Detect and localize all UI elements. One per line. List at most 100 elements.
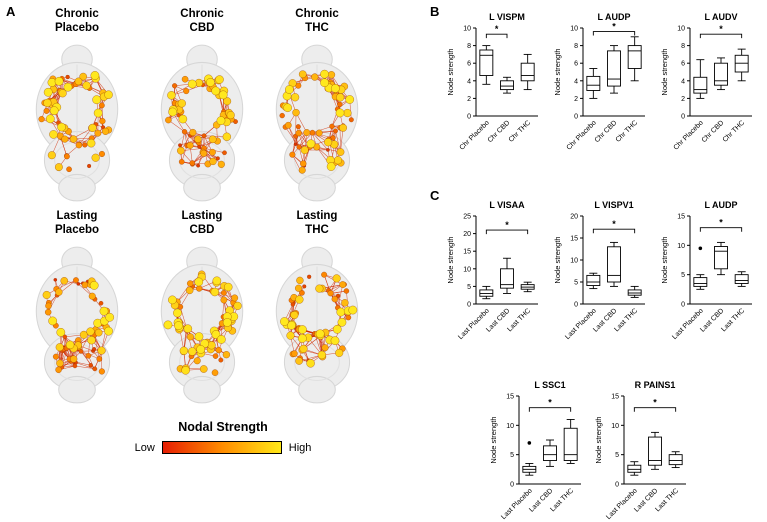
brain-title: Lasting Placebo bbox=[17, 210, 137, 238]
y-axis-label: Node strength bbox=[594, 416, 603, 463]
box bbox=[520, 62, 535, 82]
y-tick-label: 5 bbox=[574, 280, 578, 287]
box bbox=[607, 246, 621, 283]
y-tick-label: 15 bbox=[506, 394, 514, 401]
y-tick-label: 6 bbox=[467, 61, 471, 68]
y-tick-label: 2 bbox=[681, 96, 685, 103]
significance-bracket bbox=[633, 407, 677, 412]
brain-title: Chronic CBD bbox=[142, 8, 262, 36]
network-nodes bbox=[279, 69, 355, 174]
brain-panel-chronic-placebo: Chronic Placebo bbox=[17, 8, 137, 206]
significance-bracket bbox=[699, 227, 743, 232]
brain-title-line1: Lasting bbox=[296, 210, 338, 222]
x-tick-label: Chr THC bbox=[722, 119, 746, 143]
brain-panel-lasting-cbd: Lasting CBD bbox=[142, 210, 262, 408]
chart-title: L VISPM bbox=[489, 12, 525, 22]
significance-star: * bbox=[719, 218, 723, 228]
y-tick-label: 0 bbox=[574, 302, 578, 309]
brain-panel-lasting-thc: Lasting THC bbox=[257, 210, 377, 408]
y-tick-label: 6 bbox=[574, 61, 578, 68]
brain-title-line2: CBD bbox=[189, 223, 215, 236]
x-tick-label: Chr CBD bbox=[487, 119, 512, 144]
panel-b-label: B bbox=[430, 4, 440, 19]
y-tick-label: 20 bbox=[463, 231, 471, 238]
colorbar-high-label: High bbox=[288, 441, 312, 454]
y-tick-label: 15 bbox=[611, 394, 619, 401]
significance-bracket bbox=[592, 228, 636, 234]
y-axis-label: Node strength bbox=[489, 416, 498, 463]
significance-star: * bbox=[612, 219, 616, 229]
box bbox=[543, 445, 557, 461]
y-tick-label: 8 bbox=[574, 43, 578, 50]
box bbox=[693, 277, 708, 287]
brain-panel-chronic-cbd: Chronic CBD bbox=[142, 8, 262, 206]
box bbox=[668, 454, 683, 466]
network-nodes bbox=[165, 74, 238, 168]
x-tick-label: Chr Placebo bbox=[673, 119, 705, 151]
y-tick-label: 5 bbox=[681, 272, 685, 279]
y-tick-label: 0 bbox=[467, 114, 471, 121]
significance-star: * bbox=[612, 22, 616, 32]
y-tick-label: 10 bbox=[506, 423, 514, 430]
box bbox=[500, 268, 514, 289]
brain-network-svg bbox=[35, 246, 119, 404]
box bbox=[693, 76, 708, 94]
box bbox=[714, 62, 728, 86]
y-tick-label: 0 bbox=[510, 482, 514, 489]
y-tick-label: 6 bbox=[681, 61, 685, 68]
box bbox=[627, 464, 642, 473]
significance-bracket bbox=[699, 33, 743, 39]
box bbox=[586, 274, 601, 286]
brain-title: Chronic Placebo bbox=[17, 8, 137, 36]
x-tick-label: Chr Placebo bbox=[566, 119, 598, 151]
significance-bracket bbox=[528, 407, 572, 412]
y-tick-label: 10 bbox=[677, 243, 685, 250]
significance-bracket bbox=[485, 229, 529, 235]
boxplot-l-audp-lasting: L AUDP 0 5 10 15 Node strength Last Placebo Las… bbox=[658, 196, 765, 368]
x-tick-label: Chr THC bbox=[615, 119, 639, 143]
outlier-point bbox=[698, 246, 703, 251]
x-tick-label: Chr Placebo bbox=[459, 119, 491, 151]
chart-title: L AUDV bbox=[704, 12, 737, 22]
y-tick-label: 15 bbox=[570, 236, 578, 243]
y-tick-label: 0 bbox=[467, 302, 471, 309]
brain-render-chronic-thc bbox=[257, 38, 377, 206]
brain-title-line2: Placebo bbox=[54, 21, 100, 34]
brain-title-line2: THC bbox=[305, 223, 329, 236]
y-axis-label: Node strength bbox=[446, 236, 455, 283]
significance-star: * bbox=[719, 24, 723, 34]
nodal-strength-colorbar: Nodal Strength Low High bbox=[123, 420, 323, 454]
y-tick-label: 15 bbox=[677, 214, 685, 221]
brain-title-line1: Chronic bbox=[55, 8, 99, 20]
brain-network-svg bbox=[275, 44, 359, 202]
y-tick-label: 0 bbox=[681, 302, 685, 309]
colorbar-low-label: Low bbox=[134, 441, 155, 454]
x-tick-label: Chr THC bbox=[508, 119, 532, 143]
chart-title: L SSC1 bbox=[534, 380, 565, 390]
x-tick-label: Last Placebo bbox=[457, 307, 491, 341]
colorbar-row: Low High bbox=[123, 441, 323, 454]
y-tick-label: 0 bbox=[574, 114, 578, 121]
x-tick-label: Last Placebo bbox=[605, 487, 639, 521]
brain-title: Chronic THC bbox=[257, 8, 377, 36]
brain-network-svg bbox=[35, 44, 119, 202]
brain-title-line1: Chronic bbox=[180, 8, 224, 20]
x-tick-label: Chr CBD bbox=[701, 119, 726, 144]
y-tick-label: 20 bbox=[570, 214, 578, 221]
y-axis-label: Node strength bbox=[660, 236, 669, 283]
box bbox=[648, 436, 662, 466]
y-tick-label: 4 bbox=[574, 78, 578, 85]
boxplot-l-vispm: L VISPM 0 2 4 6 8 10 Node strength Chr Placebo Ch… bbox=[444, 8, 551, 180]
chart-title: L VISAA bbox=[489, 200, 525, 210]
x-tick-label: Last Placebo bbox=[564, 307, 598, 341]
chart-title: L AUDP bbox=[597, 12, 630, 22]
y-tick-label: 15 bbox=[463, 249, 471, 256]
y-tick-label: 5 bbox=[467, 284, 471, 291]
brain-title: Lasting CBD bbox=[142, 210, 262, 238]
y-axis-label: Node strength bbox=[446, 48, 455, 95]
colorbar-gradient bbox=[161, 441, 282, 454]
boxplot-l-visaa: L VISAA 0 5 10 15 20 25 Node strength Last Place… bbox=[444, 196, 551, 368]
network-nodes bbox=[163, 270, 242, 376]
panel-a-label: A bbox=[6, 4, 16, 19]
